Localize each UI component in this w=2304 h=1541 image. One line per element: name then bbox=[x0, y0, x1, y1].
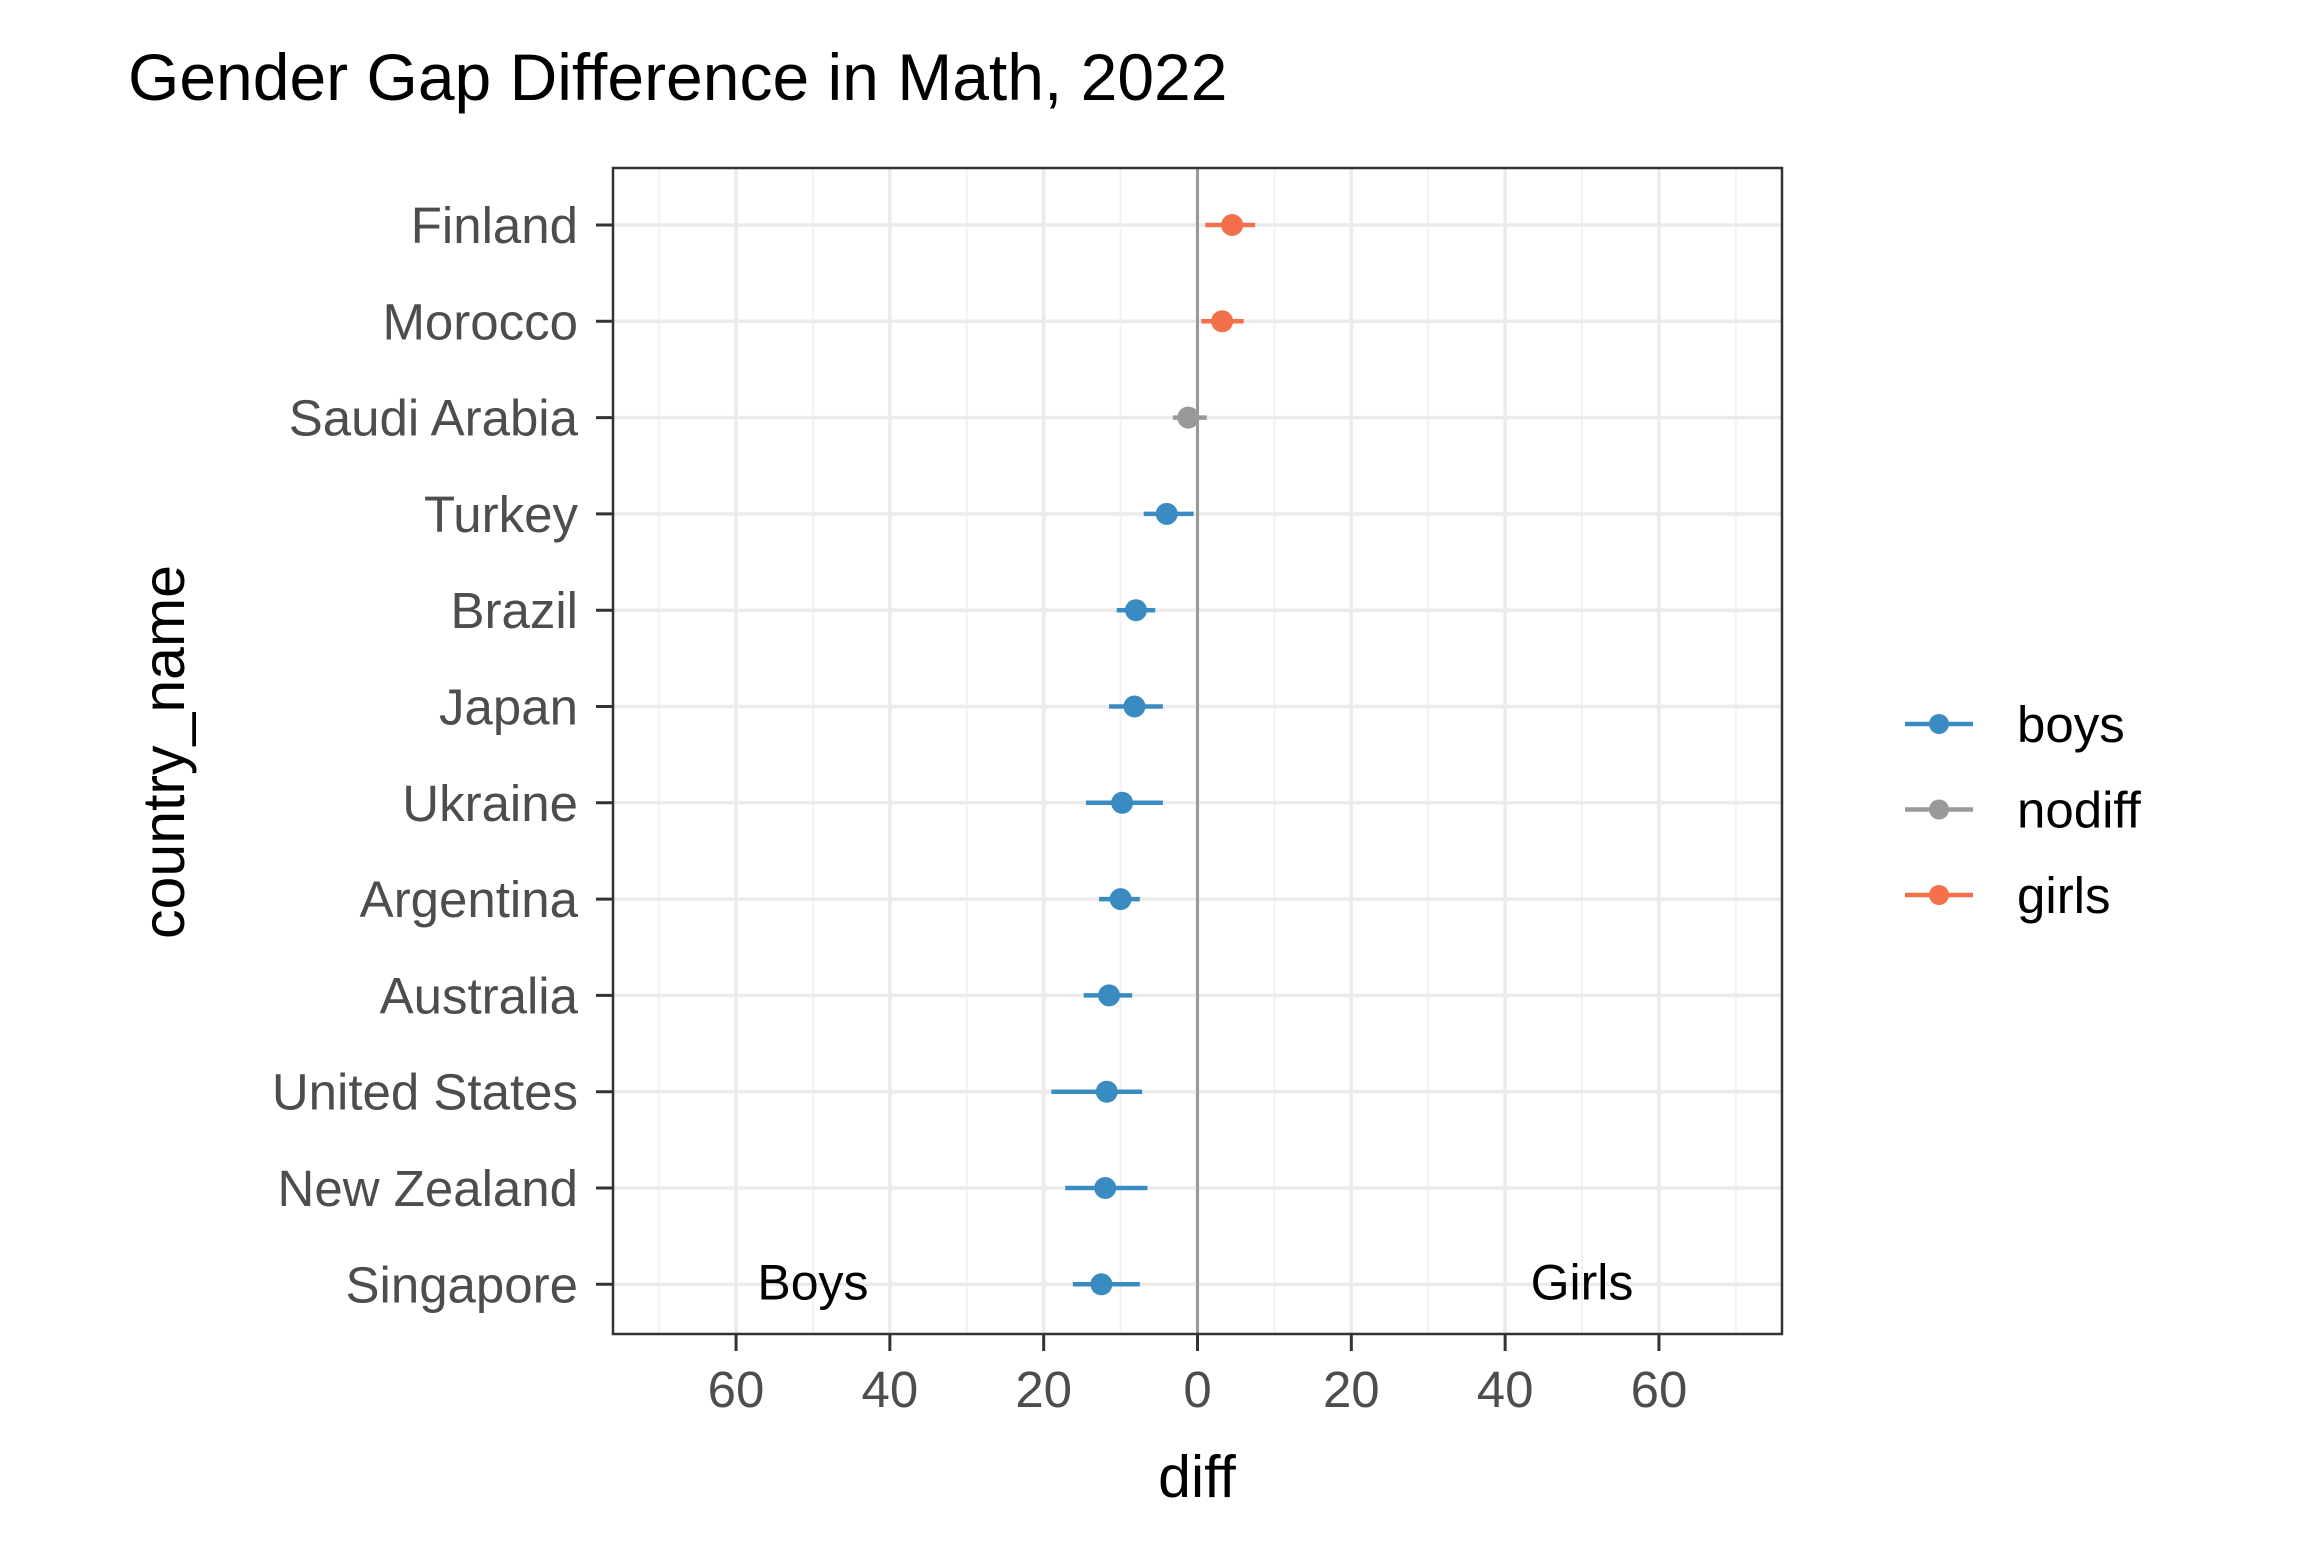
legend-key-point bbox=[1929, 714, 1949, 734]
y-tick-label: Morocco bbox=[382, 293, 578, 350]
y-tick-label: Ukraine bbox=[402, 775, 578, 832]
data-point bbox=[1098, 984, 1121, 1007]
chart-title: Gender Gap Difference in Math, 2022 bbox=[128, 40, 1227, 114]
data-point bbox=[1155, 502, 1178, 525]
y-tick-label: Singapore bbox=[345, 1256, 578, 1313]
data-point bbox=[1221, 214, 1244, 236]
y-tick-label: Australia bbox=[380, 967, 579, 1024]
annotation-label: Girls bbox=[1531, 1254, 1634, 1310]
y-axis-title: country_name bbox=[131, 565, 197, 939]
axes: Finland Morocco Saudi Arabia Turkey Brazil Ja… bbox=[272, 197, 1688, 1418]
x-tick-label: 40 bbox=[862, 1361, 919, 1418]
x-tick-label: 20 bbox=[1323, 1361, 1380, 1418]
data-point bbox=[1177, 406, 1200, 429]
y-tick-label: United States bbox=[272, 1064, 578, 1121]
y-tick-label: Brazil bbox=[450, 582, 578, 639]
y-tick-label: Japan bbox=[439, 679, 578, 736]
annotation-label: Boys bbox=[757, 1254, 868, 1310]
x-tick-label: 60 bbox=[708, 1361, 765, 1418]
annotations: Boys Girls bbox=[757, 1254, 1633, 1310]
x-axis-title: diff bbox=[1158, 1444, 1236, 1510]
x-tick-label: 60 bbox=[1631, 1361, 1688, 1418]
legend-label: boys bbox=[2017, 696, 2125, 753]
y-tick-label: New Zealand bbox=[278, 1160, 579, 1217]
legend-label: girls bbox=[2017, 867, 2111, 924]
y-tick-label: Saudi Arabia bbox=[289, 390, 579, 447]
legend: boys nodiff girls bbox=[1905, 696, 2142, 924]
data-point bbox=[1095, 1080, 1118, 1103]
data-point bbox=[1124, 599, 1147, 622]
data-point bbox=[1109, 888, 1132, 911]
x-tick-label: 0 bbox=[1183, 1361, 1211, 1418]
y-tick-label: Finland bbox=[411, 197, 578, 254]
data-point bbox=[1123, 695, 1146, 718]
y-tick-label: Argentina bbox=[360, 871, 579, 928]
data-point bbox=[1211, 310, 1234, 333]
data-point bbox=[1090, 1273, 1113, 1296]
x-tick-label: 40 bbox=[1477, 1361, 1534, 1418]
data-point bbox=[1111, 791, 1134, 814]
y-tick-label: Turkey bbox=[424, 486, 578, 543]
data-point bbox=[1094, 1177, 1117, 1199]
legend-key-point bbox=[1929, 799, 1949, 820]
legend-label: nodiff bbox=[2017, 782, 2142, 839]
x-tick-label: 20 bbox=[1015, 1361, 1072, 1418]
legend-key-point bbox=[1929, 885, 1949, 905]
data-marks bbox=[1051, 214, 1256, 1296]
